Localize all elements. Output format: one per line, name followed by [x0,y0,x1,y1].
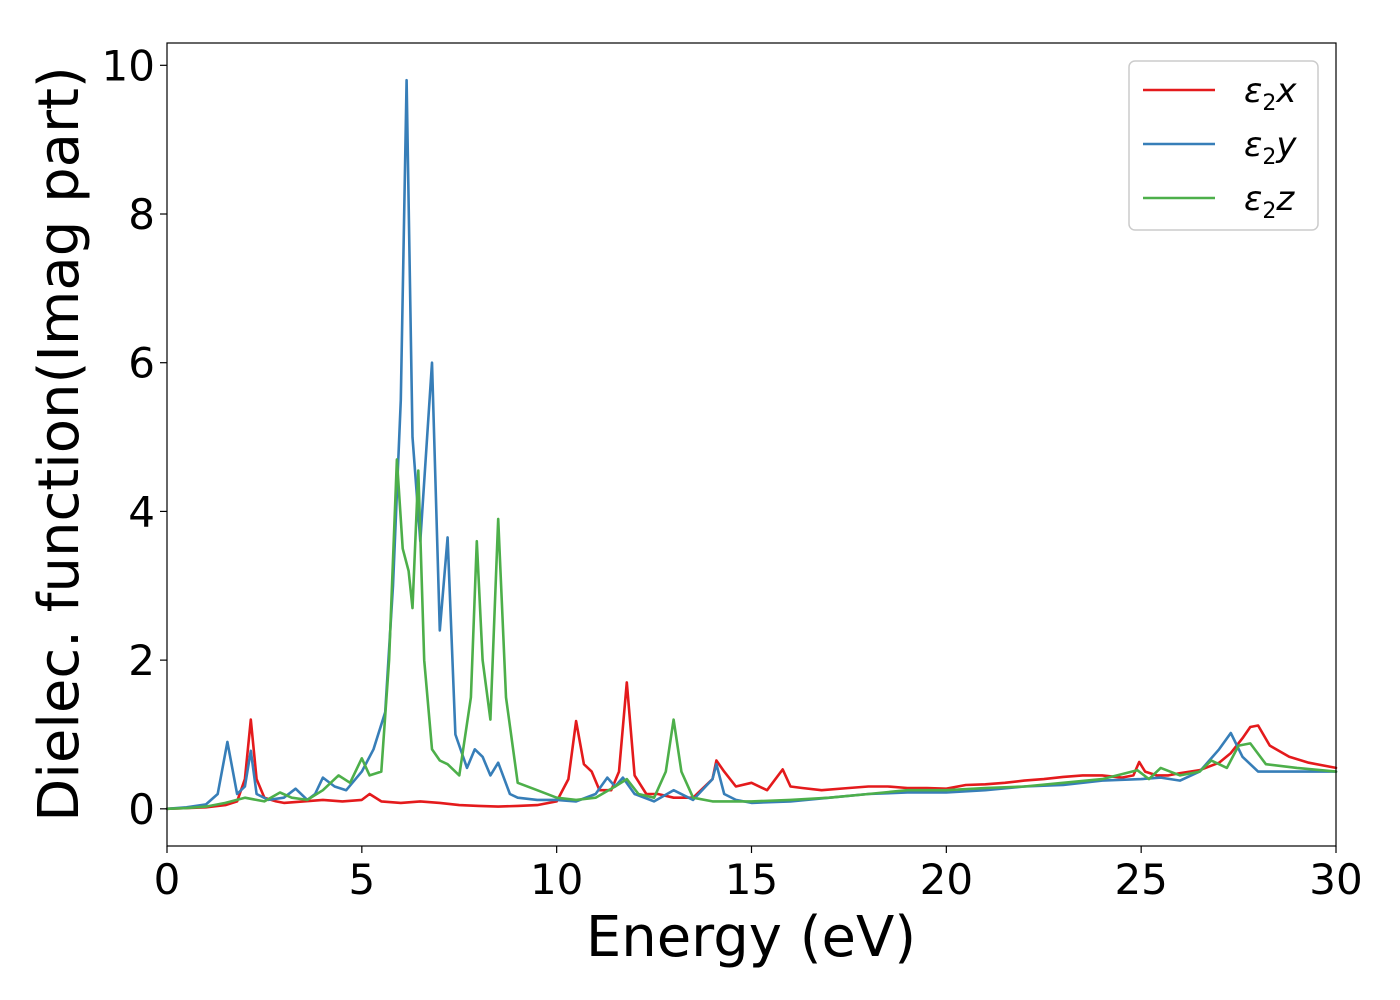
x-tick-label: 25 [1114,855,1167,904]
x-tick-label: 0 [154,855,181,904]
x-tick-label: 5 [348,855,375,904]
x-tick-label: 30 [1309,855,1362,904]
x-tick-label: 10 [530,855,583,904]
series-line-2 [165,458,1338,811]
legend: ε2x ε2y ε2z [1128,60,1319,231]
series-layer [165,78,1338,811]
legend-label: ε2x [1244,71,1297,116]
y-axis-label: Dielec. function(Imag part) [27,66,92,822]
x-tick-label: 20 [920,855,973,904]
legend-label: ε2z [1244,179,1295,224]
y-tick-label: 2 [128,636,155,685]
y-axis-ticks: 0 2 4 6 8 10 [102,41,167,834]
x-axis-label: Energy (eV) [586,905,916,970]
y-tick-label: 4 [128,487,155,536]
x-axis-ticks: 0 5 10 15 20 25 30 [154,846,1363,904]
y-tick-label: 0 [128,785,155,834]
y-tick-label: 10 [102,41,155,90]
y-tick-label: 8 [128,190,155,239]
legend-label: ε2y [1244,125,1297,170]
legend-box [1128,60,1319,231]
y-tick-label: 6 [128,339,155,388]
x-tick-label: 15 [725,855,778,904]
